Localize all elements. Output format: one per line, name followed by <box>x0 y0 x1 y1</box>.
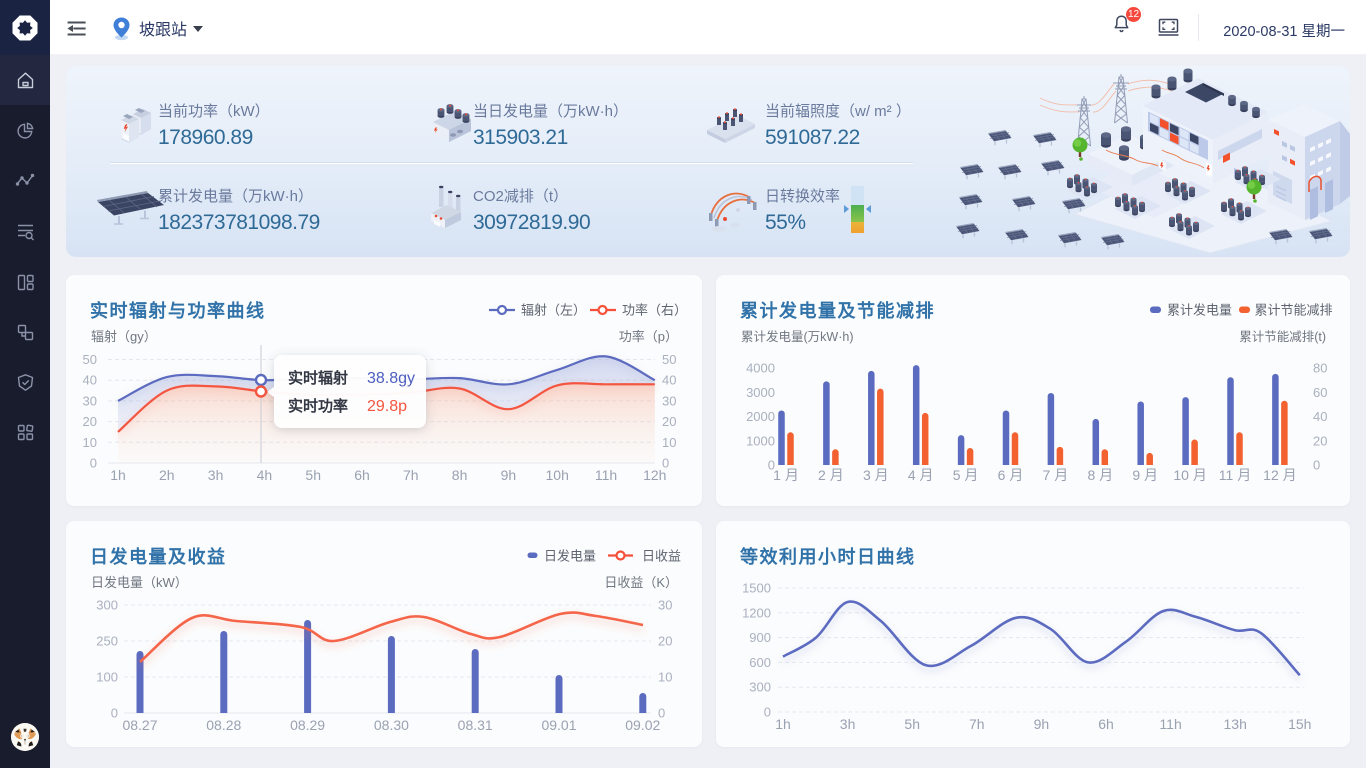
svg-text:10: 10 <box>658 670 672 685</box>
svg-text:辐射（左）: 辐射（左） <box>521 303 586 318</box>
svg-text:20: 20 <box>1313 433 1327 448</box>
svg-text:40: 40 <box>1313 409 1327 424</box>
svg-text:80: 80 <box>1313 361 1327 376</box>
svg-text:15h: 15h <box>1288 716 1311 732</box>
svg-text:20: 20 <box>83 414 97 429</box>
svg-text:38.8gy: 38.8gy <box>367 370 415 387</box>
svg-text:100: 100 <box>96 670 118 685</box>
svg-text:0: 0 <box>658 706 665 721</box>
svg-text:日收益（K）: 日收益（K） <box>604 575 678 590</box>
svg-text:6h: 6h <box>1098 716 1114 732</box>
svg-text:8 月: 8 月 <box>1087 467 1113 483</box>
svg-text:7 月: 7 月 <box>1043 467 1069 483</box>
svg-text:08.29: 08.29 <box>290 717 325 733</box>
svg-text:08.31: 08.31 <box>458 717 493 733</box>
svg-text:5h: 5h <box>305 467 321 483</box>
svg-text:300: 300 <box>96 598 118 613</box>
svg-text:日收益: 日收益 <box>642 549 681 564</box>
svg-text:40: 40 <box>662 373 676 388</box>
svg-text:功率（p）: 功率（p） <box>619 329 678 344</box>
svg-text:1 月: 1 月 <box>773 467 799 483</box>
svg-text:累计节能减排(t): 累计节能减排(t) <box>1239 330 1326 344</box>
svg-text:1h: 1h <box>775 716 791 732</box>
svg-text:6h: 6h <box>354 467 370 483</box>
svg-text:29.8p: 29.8p <box>367 398 407 415</box>
svg-text:11h: 11h <box>1159 716 1181 732</box>
svg-text:600: 600 <box>749 655 771 670</box>
svg-text:11h: 11h <box>595 467 617 483</box>
svg-text:8h: 8h <box>452 467 468 483</box>
svg-text:2 月: 2 月 <box>818 467 844 483</box>
svg-text:4h: 4h <box>257 467 273 483</box>
svg-text:08.27: 08.27 <box>122 717 157 733</box>
svg-text:30: 30 <box>662 393 676 408</box>
svg-text:30: 30 <box>658 598 672 613</box>
svg-text:4000: 4000 <box>746 361 775 376</box>
svg-text:7h: 7h <box>403 467 419 483</box>
svg-text:2000: 2000 <box>746 409 775 424</box>
svg-text:累计节能减排: 累计节能减排 <box>1255 303 1333 318</box>
svg-text:10h: 10h <box>546 467 569 483</box>
svg-text:10: 10 <box>662 435 676 450</box>
svg-text:3000: 3000 <box>746 385 775 400</box>
svg-text:30: 30 <box>83 393 97 408</box>
svg-text:300: 300 <box>749 680 771 695</box>
svg-text:0: 0 <box>662 456 669 471</box>
svg-text:9 月: 9 月 <box>1132 467 1158 483</box>
svg-text:0: 0 <box>90 456 97 471</box>
svg-text:250: 250 <box>96 634 118 649</box>
svg-text:功率（右）: 功率（右） <box>622 303 687 318</box>
svg-text:09.01: 09.01 <box>541 717 576 733</box>
svg-text:1200: 1200 <box>742 605 771 620</box>
svg-text:6 月: 6 月 <box>998 467 1024 483</box>
svg-text:12 月: 12 月 <box>1263 467 1296 483</box>
svg-text:0: 0 <box>764 705 771 720</box>
svg-text:累计发电量: 累计发电量 <box>1167 303 1232 318</box>
svg-text:20: 20 <box>662 414 676 429</box>
svg-text:1h: 1h <box>110 467 126 483</box>
svg-text:7h: 7h <box>969 716 985 732</box>
svg-text:40: 40 <box>83 373 97 388</box>
svg-text:辐射（gy）: 辐射（gy） <box>91 329 157 344</box>
svg-text:累计发电量(万kW·h): 累计发电量(万kW·h) <box>741 329 854 344</box>
svg-text:09.02: 09.02 <box>625 717 660 733</box>
svg-text:5 月: 5 月 <box>953 467 979 483</box>
svg-text:10 月: 10 月 <box>1173 467 1206 483</box>
svg-text:0: 0 <box>1313 458 1320 473</box>
svg-text:50: 50 <box>662 352 676 367</box>
svg-text:9h: 9h <box>1034 716 1050 732</box>
svg-text:900: 900 <box>749 630 771 645</box>
svg-text:08.30: 08.30 <box>374 717 409 733</box>
svg-text:60: 60 <box>1313 385 1327 400</box>
svg-text:3 月: 3 月 <box>863 467 889 483</box>
svg-text:5h: 5h <box>904 716 920 732</box>
svg-text:20: 20 <box>658 634 672 649</box>
svg-text:4 月: 4 月 <box>908 467 934 483</box>
svg-text:08.28: 08.28 <box>206 717 241 733</box>
svg-text:0: 0 <box>111 706 118 721</box>
svg-text:10: 10 <box>83 435 97 450</box>
svg-text:12h: 12h <box>643 467 666 483</box>
svg-text:日发电量（kW）: 日发电量（kW） <box>91 575 188 590</box>
svg-text:1500: 1500 <box>742 580 771 595</box>
svg-text:1000: 1000 <box>746 433 775 448</box>
svg-text:2h: 2h <box>159 467 175 483</box>
svg-text:50: 50 <box>83 352 97 367</box>
svg-text:13h: 13h <box>1224 716 1247 732</box>
svg-text:0: 0 <box>768 458 775 473</box>
svg-text:9h: 9h <box>501 467 517 483</box>
svg-text:3h: 3h <box>840 716 856 732</box>
svg-text:日发电量: 日发电量 <box>544 549 596 564</box>
svg-text:实时功率: 实时功率 <box>288 397 348 415</box>
svg-text:实时辐射: 实时辐射 <box>288 369 348 387</box>
svg-text:3h: 3h <box>208 467 224 483</box>
svg-text:11 月: 11 月 <box>1219 467 1251 483</box>
